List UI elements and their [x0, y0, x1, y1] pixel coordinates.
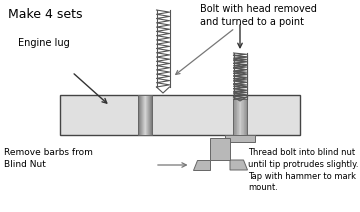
- Text: Thread bolt into blind nut
until tip protrudes slightly.
Tap with hammer to mark: Thread bolt into blind nut until tip pro…: [248, 148, 359, 192]
- Bar: [210, 138, 230, 160]
- Bar: [244, 99, 245, 135]
- Polygon shape: [193, 160, 210, 170]
- Bar: [150, 95, 151, 135]
- Bar: [243, 99, 244, 135]
- Bar: [138, 95, 139, 135]
- Bar: [145, 95, 146, 135]
- Bar: [142, 95, 143, 135]
- Text: Remove barbs from
Blind Nut: Remove barbs from Blind Nut: [4, 148, 93, 169]
- Bar: [236, 99, 237, 135]
- Bar: [144, 95, 145, 135]
- Bar: [142, 95, 143, 135]
- Bar: [138, 95, 139, 135]
- Bar: [245, 99, 246, 135]
- Text: Make 4 sets: Make 4 sets: [8, 8, 82, 21]
- Bar: [234, 99, 235, 135]
- Bar: [60, 95, 300, 135]
- Bar: [139, 95, 140, 135]
- Bar: [141, 95, 142, 135]
- Text: Engine lug: Engine lug: [18, 38, 70, 48]
- Bar: [138, 95, 152, 135]
- Bar: [150, 95, 151, 135]
- Bar: [151, 95, 152, 135]
- Bar: [239, 99, 240, 135]
- Bar: [141, 95, 142, 135]
- Bar: [151, 95, 152, 135]
- Bar: [225, 135, 255, 142]
- Bar: [237, 99, 238, 135]
- Bar: [145, 95, 146, 135]
- Bar: [146, 95, 147, 135]
- Polygon shape: [230, 160, 248, 170]
- Bar: [143, 95, 144, 135]
- Bar: [148, 95, 149, 135]
- Bar: [235, 99, 236, 135]
- Bar: [139, 95, 140, 135]
- Bar: [149, 95, 150, 135]
- Bar: [246, 99, 247, 135]
- Bar: [147, 95, 148, 135]
- Bar: [238, 99, 239, 135]
- Bar: [147, 95, 148, 135]
- Bar: [149, 95, 150, 135]
- Bar: [148, 95, 149, 135]
- Bar: [140, 95, 141, 135]
- Bar: [140, 95, 141, 135]
- Text: Bolt with head removed
and turned to a point: Bolt with head removed and turned to a p…: [200, 4, 317, 27]
- Bar: [146, 95, 147, 135]
- Bar: [240, 99, 241, 135]
- Bar: [233, 99, 247, 135]
- Bar: [143, 95, 144, 135]
- Bar: [242, 99, 243, 135]
- Bar: [144, 95, 145, 135]
- Bar: [233, 99, 234, 135]
- Bar: [241, 99, 242, 135]
